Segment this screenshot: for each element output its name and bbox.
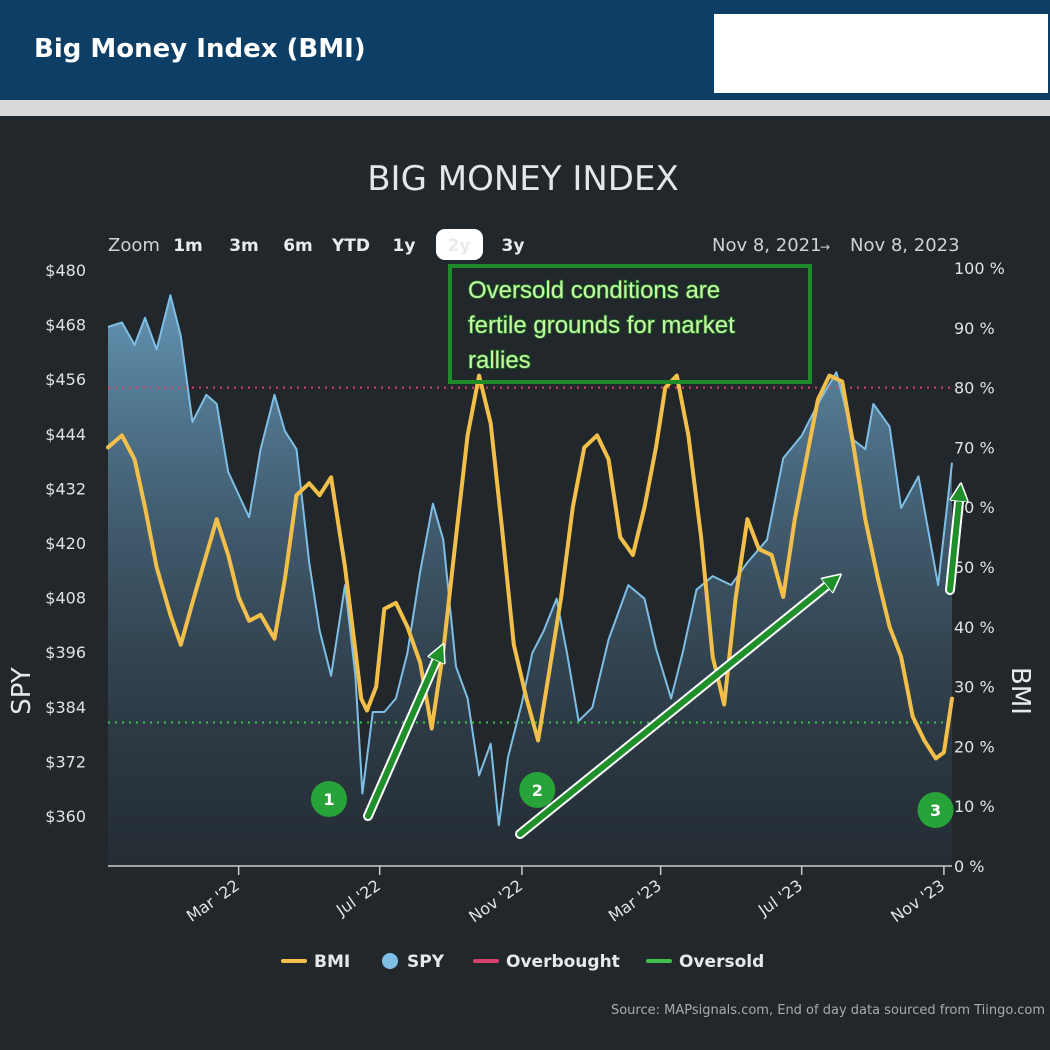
y-right-tick-label: 10 % — [954, 797, 995, 816]
x-tick-label: Mar '23 — [605, 876, 665, 926]
marker-label-2: 2 — [532, 781, 543, 800]
marker-label-3: 3 — [930, 801, 941, 820]
y-right-tick-label: 90 % — [954, 319, 995, 338]
zoom-label: Zoom — [108, 235, 160, 256]
y-left-tick-label: $468 — [45, 316, 86, 335]
x-tick-label: Mar '22 — [183, 876, 243, 926]
legend-item-overbought[interactable]: Overbought — [506, 952, 620, 972]
y-left-tick-label: $432 — [45, 479, 86, 498]
zoom-button-2y[interactable]: 2y — [448, 236, 471, 256]
y-left-tick-label: $408 — [45, 589, 86, 608]
annotation-box — [448, 264, 812, 384]
zoom-button-3m[interactable]: 3m — [229, 236, 259, 256]
bmi-line — [106, 373, 954, 761]
rally-arrow-1 — [365, 652, 440, 819]
y-right-tick-label: 70 % — [954, 438, 995, 457]
header-bar: Big Money Index (BMI) — [0, 0, 1050, 100]
x-tick-label: Nov '22 — [465, 876, 526, 927]
rally-arrow-3 — [947, 492, 960, 593]
y-axis-right-title: BMI — [1005, 667, 1035, 715]
x-tick-label: Jul '22 — [332, 876, 384, 920]
legend-item-bmi[interactable]: BMI — [314, 952, 350, 972]
legend-item-spy[interactable]: SPY — [407, 952, 445, 972]
y-right-tick-label: 50 % — [954, 558, 995, 577]
annotation-line-2: fertile grounds for market — [468, 312, 735, 339]
y-left-tick-label: $372 — [45, 752, 86, 771]
zoom-button-ytd[interactable]: YTD — [331, 236, 370, 256]
spy-line — [107, 294, 953, 827]
y-left-tick-label: $420 — [45, 534, 86, 553]
y-left-tick-label: $444 — [45, 425, 86, 444]
legend-item-oversold[interactable]: Oversold — [679, 952, 764, 972]
y-right-tick-label: 60 % — [954, 498, 995, 517]
y-left-tick-label: $384 — [45, 698, 86, 717]
zoom-button-1y[interactable]: 1y — [393, 236, 416, 256]
y-right-tick-label: 40 % — [954, 618, 995, 637]
range-to[interactable]: Nov 8, 2023 — [850, 235, 960, 256]
y-left-tick-label: $480 — [45, 261, 86, 280]
marker-circle-1 — [310, 781, 347, 817]
x-tick-label: Jul '23 — [754, 876, 806, 920]
marker-circle-3 — [917, 792, 954, 828]
x-tick-label: Nov '23 — [887, 876, 948, 927]
y-right-tick-label: 100 % — [954, 259, 1005, 278]
y-left-tick-label: $396 — [45, 643, 86, 662]
marker-label-1: 1 — [323, 790, 334, 809]
range-from[interactable]: Nov 8, 2021 — [712, 235, 822, 256]
header-divider — [0, 100, 1050, 116]
annotation-line-1: Oversold conditions are — [468, 277, 720, 304]
y-left-tick-label: $360 — [45, 807, 86, 826]
y-right-tick-label: 80 % — [954, 379, 995, 398]
y-right-tick-label: 30 % — [954, 678, 995, 697]
legend-swatch-spy — [382, 953, 398, 969]
zoom-selected-highlight — [436, 229, 483, 260]
zoom-button-3y[interactable]: 3y — [502, 236, 525, 256]
y-right-tick-label: 20 % — [954, 737, 995, 756]
chart-title: BIG MONEY INDEX — [367, 159, 679, 199]
marker-circle-2 — [519, 772, 556, 808]
page-title: Big Money Index (BMI) — [34, 34, 366, 64]
y-right-tick-label: 0 % — [954, 857, 984, 876]
source-note: Source: MAPsignals.com, End of day data … — [611, 1003, 1045, 1018]
header-blank-box — [714, 14, 1048, 93]
annotation-line-3: rallies — [468, 347, 531, 374]
zoom-button-1m[interactable]: 1m — [173, 236, 203, 256]
y-axis-left-title: SPY — [7, 667, 37, 715]
y-left-tick-label: $456 — [45, 370, 86, 389]
bmi-chart: BIG MONEY INDEX Zoom 1m 3m 6m YTD 1y 2y 3y Nov… — [7, 159, 1045, 1018]
zoom-button-6m[interactable]: 6m — [283, 236, 313, 256]
rally-arrow-2 — [517, 580, 834, 837]
range-arrow: → — [820, 240, 830, 254]
